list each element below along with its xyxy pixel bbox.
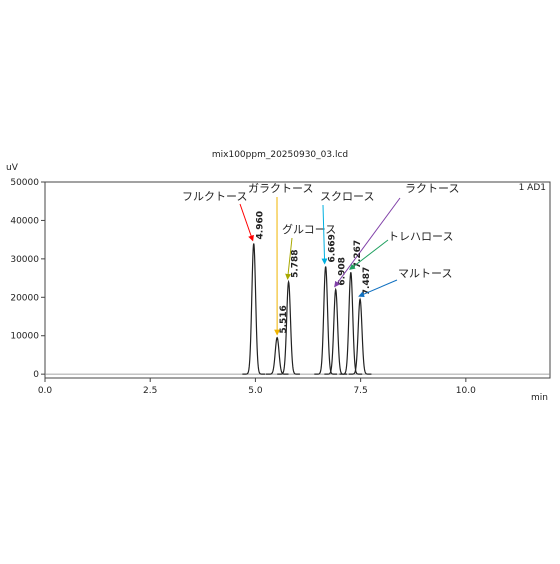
annotation-arrow — [240, 204, 253, 240]
x-tick-label: 7.5 — [353, 386, 367, 396]
peak-time-label: 7.267 — [353, 240, 363, 268]
peak-name: フルクトース — [182, 190, 247, 203]
x-unit: min — [531, 393, 548, 403]
y-tick-label: 40000 — [10, 216, 39, 226]
peak-name: スクロース — [320, 190, 374, 203]
peak-name: グルコース — [282, 222, 336, 236]
peak-time-label: 6.669 — [328, 234, 338, 262]
x-tick-label: 0.0 — [38, 386, 53, 396]
peak-time-label: 5.516 — [279, 305, 289, 333]
plot-frame — [45, 182, 550, 378]
y-tick-label: 30000 — [10, 255, 39, 265]
y-unit: uV — [6, 163, 19, 173]
peak-name: マルトース — [398, 267, 452, 280]
x-tick-label: 5.0 — [248, 386, 263, 396]
x-tick-label: 2.5 — [143, 386, 157, 396]
y-tick-label: 0 — [33, 370, 39, 380]
peak-name: トレハロース — [388, 230, 453, 243]
peak-name: ラクトース — [405, 182, 459, 195]
peak-time-label: 4.960 — [256, 211, 266, 239]
peak-name: ガラクトース — [248, 182, 313, 195]
y-tick-label: 10000 — [10, 332, 39, 342]
x-tick-label: 10.0 — [456, 386, 476, 396]
y-tick-label: 50000 — [10, 178, 39, 188]
channel-label: 1 AD1 — [519, 183, 546, 193]
y-tick-label: 20000 — [10, 293, 39, 303]
chart-title: mix100ppm_20250930_03.lcd — [212, 150, 348, 160]
peak — [242, 243, 265, 374]
peak-time-label: 5.788 — [291, 249, 301, 277]
